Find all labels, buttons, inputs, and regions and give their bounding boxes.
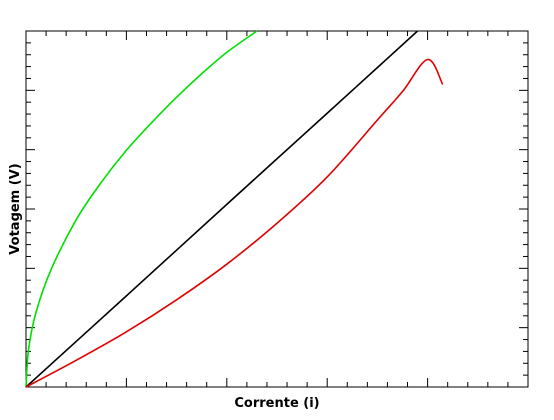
series-lines [25, 30, 444, 388]
series-line-1 [25, 30, 258, 388]
series-line-2 [25, 30, 419, 388]
axis-ticks [25, 30, 529, 388]
x-axis-label: Corrente (i) [234, 396, 319, 411]
plot-area [25, 30, 529, 388]
series-line-3 [25, 58, 444, 388]
y-axis-label: Votagem (V) [8, 163, 23, 254]
